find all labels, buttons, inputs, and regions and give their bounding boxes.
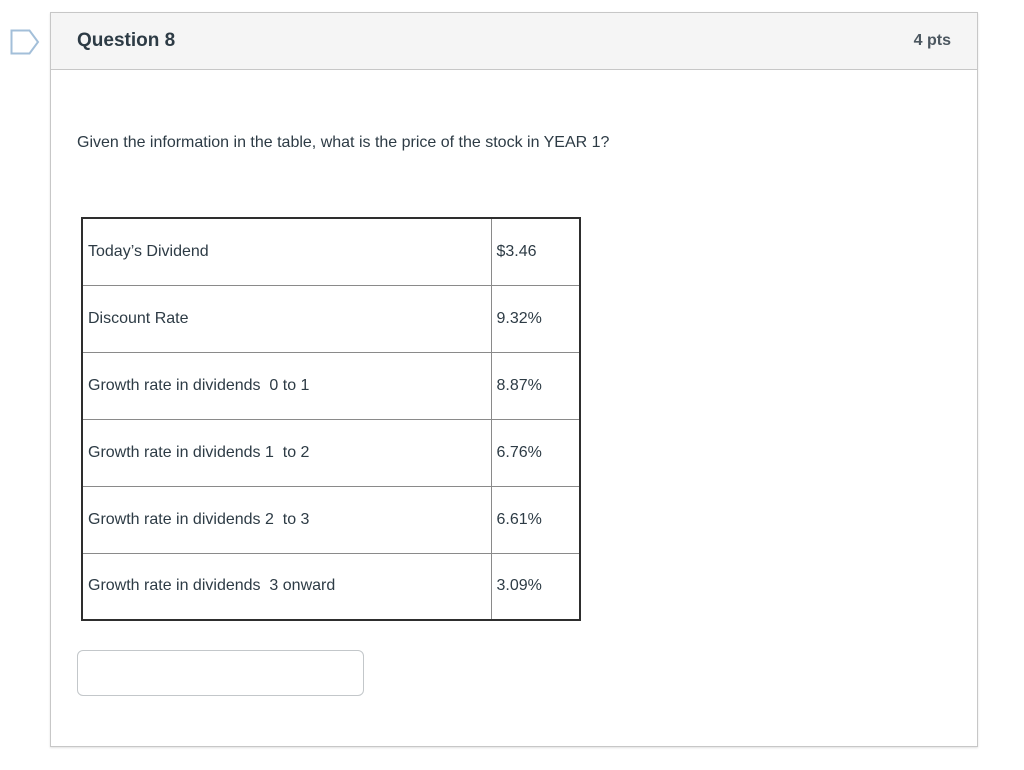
table-row: Growth rate in dividends 0 to 1 8.87% — [81, 351, 581, 420]
table-row: Discount Rate 9.32% — [81, 284, 581, 353]
row-value-cell: 9.32% — [490, 284, 581, 353]
question-title: Question 8 — [77, 30, 176, 51]
table-row: Growth rate in dividends 2 to 3 6.61% — [81, 485, 581, 554]
row-label-cell: Today’s Dividend — [81, 217, 492, 286]
table-row: Today’s Dividend $3.46 — [81, 217, 581, 286]
answer-input[interactable] — [77, 650, 364, 696]
row-label-cell: Growth rate in dividends 0 to 1 — [81, 351, 492, 420]
question-header: Question 8 4 pts — [51, 13, 977, 70]
row-label-cell: Discount Rate — [81, 284, 492, 353]
row-value-cell: 8.87% — [490, 351, 581, 420]
row-value-cell: 6.76% — [490, 418, 581, 487]
question-panel: Question 8 4 pts Given the information i… — [50, 12, 978, 747]
question-points-badge: 4 pts — [913, 32, 951, 49]
table-row: Growth rate in dividends 1 to 2 6.76% — [81, 418, 581, 487]
row-label-cell: Growth rate in dividends 1 to 2 — [81, 418, 492, 487]
row-label-cell: Growth rate in dividends 3 onward — [81, 552, 492, 621]
row-value-cell: 6.61% — [490, 485, 581, 554]
flag-icon — [10, 29, 40, 55]
row-value-cell: 3.09% — [490, 552, 581, 621]
dividend-info-table: Today’s Dividend $3.46 Discount Rate 9.3… — [81, 217, 581, 621]
row-value-cell: $3.46 — [490, 217, 581, 286]
row-label-cell: Growth rate in dividends 2 to 3 — [81, 485, 492, 554]
question-prompt: Given the information in the table, what… — [77, 134, 610, 151]
flag-question-button[interactable] — [10, 29, 40, 55]
table-row: Growth rate in dividends 3 onward 3.09% — [81, 552, 581, 621]
question-body: Given the information in the table, what… — [51, 70, 977, 696]
